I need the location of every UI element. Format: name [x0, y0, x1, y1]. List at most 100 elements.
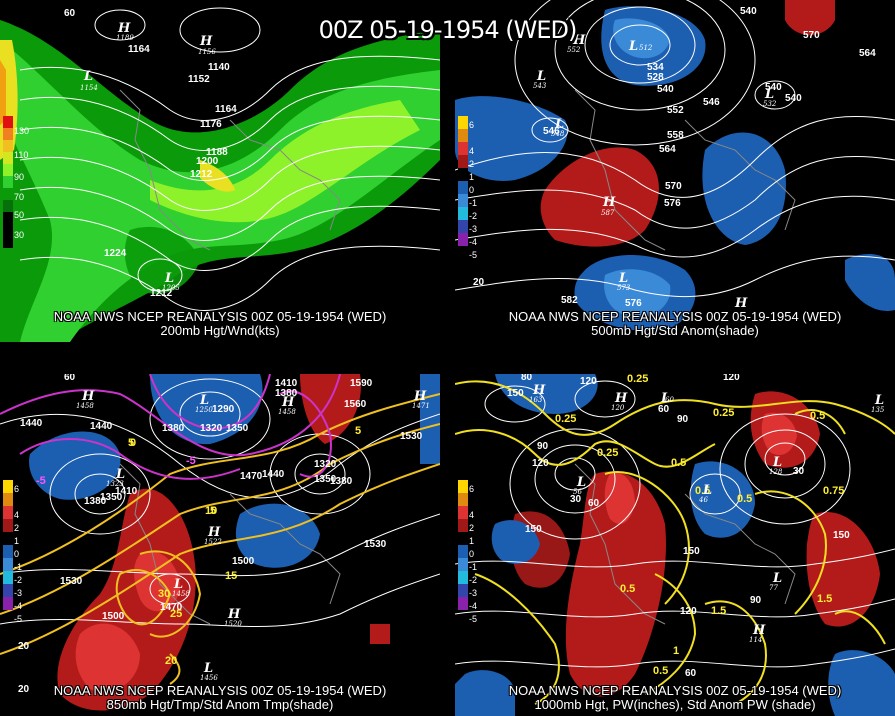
hgt-label: 1200 [196, 156, 219, 167]
low-value: 135 [871, 406, 885, 414]
high-center: H [734, 296, 748, 311]
low-center: L [618, 271, 628, 286]
pw-label: 0.25 [627, 374, 648, 385]
hgt-label: 564 [859, 48, 876, 59]
low-value: 573 [617, 284, 631, 292]
low-center: L [772, 455, 782, 470]
height-contours [0, 378, 440, 627]
high-value: 114 [749, 636, 762, 644]
low-center: L [772, 571, 782, 586]
hgt-label: 1350 [314, 474, 337, 485]
legend-label: 130 [14, 126, 30, 136]
low-center: L [199, 393, 209, 408]
panel-subtitle: 1000mb Hgt, PW(inches), Std Anom PW (sha… [534, 697, 816, 712]
anom-neg [491, 520, 540, 564]
hgt-label: 1164 [128, 44, 150, 55]
hgt-label: 1152 [188, 74, 210, 85]
anom-neg [785, 0, 835, 35]
pw-contours [455, 380, 895, 705]
anom-pos [300, 374, 361, 444]
pw-label: 0.5 [653, 665, 668, 677]
low-center: L [554, 117, 564, 132]
low-value: 128 [769, 468, 783, 476]
temp-label: 5 [128, 437, 134, 449]
color-legend [3, 116, 13, 248]
coastline [119, 89, 341, 251]
temp-label: 10 [205, 505, 217, 517]
temp-label: 30 [158, 588, 170, 600]
hgt-label: 1176 [200, 119, 222, 130]
lon-label: 120 [723, 374, 740, 383]
panel-subtitle: 500mb Hgt/Std Anom(shade) [591, 323, 759, 338]
hgt-label: 150 [833, 530, 850, 541]
lon-label: 60 [64, 8, 76, 19]
temp-label: 0 [130, 437, 136, 449]
anom-pos-light [75, 623, 140, 693]
high-value: 1189 [116, 34, 134, 42]
high-center: H [572, 33, 586, 48]
hgt-label: 1290 [212, 404, 235, 415]
hgt-label: 120 [680, 606, 697, 617]
low-value: 512 [639, 44, 653, 52]
high-center: H [117, 21, 131, 36]
hgt-label: 90 [750, 595, 762, 606]
anom-neg [690, 461, 755, 538]
low-value: 543 [533, 82, 547, 90]
low-center: L [83, 69, 93, 84]
hgt-label: 1380 [84, 496, 107, 507]
hgt-label: 552 [667, 105, 684, 116]
low-value: 56 [573, 488, 582, 496]
legend-label: -5 [469, 614, 478, 624]
legend-label: 4 [14, 510, 20, 520]
panel-title: NOAA NWS NCEP REANALYSIS 00Z 05-19-1954 … [53, 683, 387, 698]
hgt-label: 1560 [344, 399, 367, 410]
low-center: L [660, 391, 670, 406]
low-value: 1456 [200, 674, 218, 682]
pw-label: 0.5 [620, 583, 635, 595]
hgt-label: 60 [588, 498, 600, 509]
anom-pos-light [761, 412, 797, 456]
legend-label: 2 [469, 159, 475, 169]
pw-label: 0.5 [695, 485, 710, 497]
temp-label: 20 [165, 655, 177, 667]
high-value: 1520 [224, 620, 242, 628]
low-value: 1458 [172, 590, 190, 598]
legend-label: 2 [469, 523, 475, 533]
low-center: L [203, 661, 213, 676]
hgt-label: 30 [570, 494, 582, 505]
hgt-label: 576 [664, 198, 681, 209]
hgt-label: 60 [658, 404, 670, 415]
high-value: 1156 [198, 48, 216, 56]
legend-label: -1 [14, 562, 23, 572]
low-center: L [115, 467, 125, 482]
hgt-label: 1410 [115, 486, 138, 497]
low-value: 60 [665, 396, 674, 404]
hgt-label: 150 [507, 388, 524, 399]
lon-label: 60 [64, 374, 76, 383]
legend-label: 0 [14, 549, 20, 559]
panel-850mb: 1380 1410 1590 1440 1380 1290 1320 1350 … [0, 374, 440, 716]
high-center: H [614, 391, 628, 406]
map-1000mb-pw: 150 120 90 60 30 120 150 90 60 30 150 12… [455, 374, 895, 716]
hgt-label: 564 [659, 144, 676, 155]
coastline [119, 463, 341, 625]
height-contours [19, 7, 440, 311]
panel-title: NOAA NWS NCEP REANALYSIS 00Z 05-19-1954 … [508, 683, 842, 698]
legend-label: 4 [469, 510, 475, 520]
hgt-label: 1440 [262, 469, 285, 480]
height-contours [455, 0, 895, 298]
low-center: L [628, 39, 638, 54]
anom-neg [29, 431, 121, 500]
panel-title: NOAA NWS NCEP REANALYSIS 00Z 05-19-1954 … [53, 309, 387, 324]
anom-neg [495, 374, 598, 414]
hgt-label: 150 [525, 524, 542, 535]
hgt-label: 1530 [60, 576, 83, 587]
high-value: 1458 [278, 408, 296, 416]
temp-label: 5 [210, 505, 216, 517]
hgt-label: 1530 [364, 539, 387, 550]
temp-label: 15 [225, 570, 237, 582]
hgt-label: 540 [657, 84, 674, 95]
panel-title: NOAA NWS NCEP REANALYSIS 00Z 05-19-1954 … [508, 309, 842, 324]
hgt-label: 528 [647, 72, 664, 83]
high-value: 552 [567, 46, 581, 54]
